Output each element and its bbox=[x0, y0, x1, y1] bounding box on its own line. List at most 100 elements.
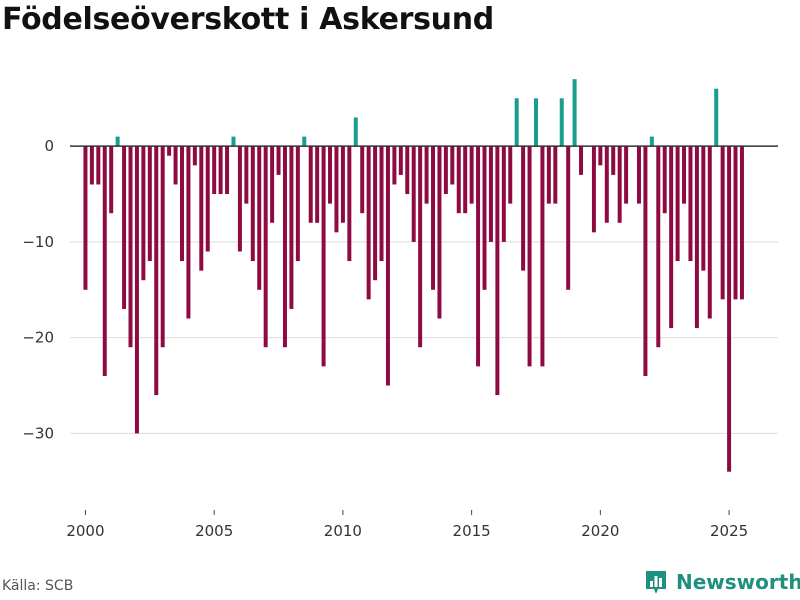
bar bbox=[636, 146, 641, 204]
bar bbox=[540, 146, 545, 367]
bar bbox=[141, 146, 146, 281]
bar bbox=[579, 146, 584, 175]
bar bbox=[733, 146, 738, 300]
bar bbox=[302, 136, 307, 147]
bar bbox=[431, 146, 436, 290]
bar bbox=[450, 146, 455, 185]
bar bbox=[720, 146, 725, 300]
bar bbox=[643, 146, 648, 376]
bar bbox=[257, 146, 262, 290]
bar bbox=[366, 146, 371, 300]
bar bbox=[340, 146, 345, 223]
x-tick-label: 2025 bbox=[710, 522, 748, 540]
bar bbox=[186, 146, 191, 319]
bar bbox=[276, 146, 281, 175]
bar bbox=[527, 146, 532, 367]
bar bbox=[353, 117, 358, 147]
bar bbox=[688, 146, 693, 262]
bar bbox=[443, 146, 448, 195]
bar bbox=[83, 146, 88, 290]
bar bbox=[244, 146, 249, 204]
bar bbox=[604, 146, 609, 223]
bar bbox=[424, 146, 429, 204]
bar bbox=[167, 146, 172, 156]
source-note: Källa: SCB bbox=[2, 578, 74, 594]
x-tick-label: 2010 bbox=[324, 522, 362, 540]
chart-title: Födelseöverskott i Askersund bbox=[2, 2, 494, 37]
bar bbox=[559, 98, 564, 147]
bar bbox=[385, 146, 390, 386]
bar bbox=[405, 146, 410, 195]
bar bbox=[347, 146, 352, 262]
bar bbox=[134, 146, 139, 434]
bar bbox=[508, 146, 513, 204]
bar bbox=[469, 146, 474, 204]
bar bbox=[205, 146, 210, 252]
bar bbox=[617, 146, 622, 223]
bar bbox=[566, 146, 571, 290]
bar bbox=[714, 88, 719, 147]
bar bbox=[115, 136, 120, 147]
x-tick-label: 2000 bbox=[66, 522, 104, 540]
newsworthy-logo: Newsworthy bbox=[644, 569, 800, 595]
bar bbox=[192, 146, 197, 166]
bar bbox=[482, 146, 487, 290]
y-axis-ticks: 0 −10 −20 −30 bbox=[22, 137, 54, 442]
x-tick-label: 2005 bbox=[195, 522, 233, 540]
bar bbox=[199, 146, 204, 271]
bar bbox=[707, 146, 712, 319]
bar bbox=[514, 98, 519, 147]
bar bbox=[591, 146, 596, 233]
y-tick-label: −10 bbox=[22, 233, 54, 251]
y-tick-label: −20 bbox=[22, 329, 54, 347]
bar bbox=[534, 98, 538, 147]
bar bbox=[669, 146, 674, 329]
bar bbox=[656, 146, 661, 348]
bar bbox=[308, 146, 313, 223]
bar bbox=[373, 146, 378, 281]
bar bbox=[160, 146, 165, 348]
bar bbox=[379, 146, 384, 262]
bar bbox=[611, 146, 616, 175]
bar bbox=[456, 146, 461, 214]
bar bbox=[237, 146, 242, 252]
bar bbox=[282, 146, 287, 348]
bar bbox=[437, 146, 442, 319]
bar bbox=[128, 146, 133, 348]
bar bbox=[662, 146, 667, 214]
bar bbox=[495, 146, 500, 396]
bar bbox=[180, 146, 184, 262]
brand-name: Newsworthy bbox=[676, 570, 800, 594]
bar bbox=[553, 146, 558, 204]
bar bbox=[572, 79, 577, 147]
bar bbox=[122, 146, 127, 309]
bar bbox=[147, 146, 152, 262]
bar bbox=[212, 146, 217, 195]
bar bbox=[334, 146, 339, 233]
bar bbox=[546, 146, 551, 204]
x-axis-ticks: 2000 2005 2010 2015 2020 2025 bbox=[66, 510, 748, 540]
bar bbox=[231, 136, 236, 147]
bar bbox=[173, 146, 178, 185]
bar bbox=[727, 146, 732, 472]
y-tick-label: 0 bbox=[44, 137, 54, 155]
bar bbox=[218, 146, 223, 195]
bar bbox=[392, 146, 397, 185]
bar bbox=[411, 146, 416, 242]
bar bbox=[649, 136, 654, 147]
bar bbox=[418, 146, 423, 348]
bar bbox=[701, 146, 706, 271]
bar bbox=[225, 146, 230, 195]
bar bbox=[89, 146, 94, 185]
bar bbox=[501, 146, 506, 242]
bar bbox=[398, 146, 403, 175]
bar bbox=[360, 146, 365, 214]
bar bbox=[675, 146, 680, 262]
bar bbox=[321, 146, 326, 367]
y-tick-label: −30 bbox=[22, 424, 54, 442]
bar bbox=[488, 146, 493, 242]
bar bbox=[598, 146, 603, 166]
bar bbox=[521, 146, 526, 271]
bar bbox=[739, 146, 744, 300]
